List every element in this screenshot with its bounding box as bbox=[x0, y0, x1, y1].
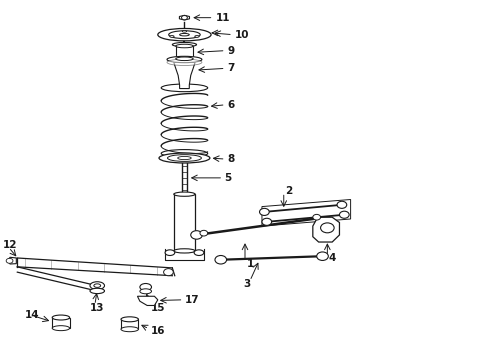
Ellipse shape bbox=[174, 249, 195, 253]
Ellipse shape bbox=[158, 28, 211, 41]
Ellipse shape bbox=[159, 153, 210, 163]
Ellipse shape bbox=[172, 42, 196, 47]
Polygon shape bbox=[8, 257, 16, 264]
Circle shape bbox=[337, 201, 347, 208]
Bar bbox=[174, 194, 195, 251]
Ellipse shape bbox=[178, 157, 191, 159]
Ellipse shape bbox=[140, 289, 151, 294]
Circle shape bbox=[181, 15, 187, 20]
Circle shape bbox=[6, 258, 13, 263]
Text: 3: 3 bbox=[244, 279, 251, 289]
Circle shape bbox=[215, 256, 226, 264]
Ellipse shape bbox=[161, 150, 208, 157]
Text: 8: 8 bbox=[227, 154, 234, 164]
Ellipse shape bbox=[168, 155, 201, 161]
Ellipse shape bbox=[167, 59, 202, 66]
Circle shape bbox=[164, 269, 173, 276]
Text: 14: 14 bbox=[24, 310, 39, 320]
Ellipse shape bbox=[161, 84, 208, 92]
Circle shape bbox=[262, 218, 271, 225]
Ellipse shape bbox=[165, 250, 175, 256]
Text: 15: 15 bbox=[150, 303, 165, 312]
Ellipse shape bbox=[176, 57, 193, 60]
Bar bbox=[176, 46, 193, 59]
Polygon shape bbox=[138, 296, 158, 306]
Text: 7: 7 bbox=[227, 63, 234, 73]
Polygon shape bbox=[179, 15, 190, 20]
Text: 13: 13 bbox=[90, 303, 104, 313]
Ellipse shape bbox=[90, 282, 104, 289]
Circle shape bbox=[340, 211, 349, 218]
Circle shape bbox=[200, 230, 208, 236]
Ellipse shape bbox=[52, 315, 70, 320]
Ellipse shape bbox=[94, 284, 100, 287]
Text: 11: 11 bbox=[216, 13, 230, 23]
Ellipse shape bbox=[167, 56, 202, 63]
Text: 10: 10 bbox=[235, 30, 250, 40]
Text: 1: 1 bbox=[246, 259, 254, 269]
Text: 16: 16 bbox=[150, 326, 165, 336]
Circle shape bbox=[320, 223, 334, 233]
Bar bbox=[121, 319, 138, 329]
Text: 6: 6 bbox=[227, 100, 234, 110]
Polygon shape bbox=[174, 62, 195, 89]
Text: 9: 9 bbox=[227, 46, 234, 56]
Ellipse shape bbox=[194, 250, 204, 256]
Ellipse shape bbox=[170, 36, 174, 37]
Ellipse shape bbox=[176, 44, 193, 48]
Text: 5: 5 bbox=[224, 173, 232, 183]
Circle shape bbox=[313, 215, 320, 220]
Ellipse shape bbox=[140, 283, 151, 291]
Ellipse shape bbox=[90, 288, 104, 294]
Ellipse shape bbox=[174, 192, 195, 196]
Text: 17: 17 bbox=[185, 295, 199, 305]
Circle shape bbox=[317, 252, 328, 260]
Circle shape bbox=[260, 208, 269, 215]
Text: 12: 12 bbox=[3, 239, 17, 249]
Ellipse shape bbox=[180, 33, 189, 36]
Bar bbox=[52, 318, 70, 328]
Ellipse shape bbox=[195, 36, 199, 37]
Ellipse shape bbox=[169, 31, 200, 39]
Ellipse shape bbox=[121, 317, 138, 322]
Text: 4: 4 bbox=[329, 253, 336, 263]
Circle shape bbox=[191, 231, 202, 239]
Polygon shape bbox=[313, 217, 340, 242]
Text: 2: 2 bbox=[285, 186, 293, 195]
Ellipse shape bbox=[52, 326, 70, 330]
Ellipse shape bbox=[182, 30, 187, 32]
Ellipse shape bbox=[121, 327, 138, 332]
